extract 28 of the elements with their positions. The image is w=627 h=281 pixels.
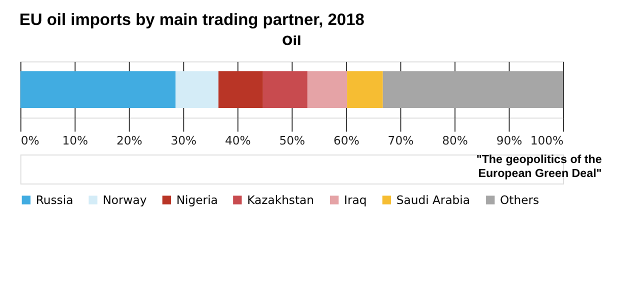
legend-label: Norway [102,192,147,207]
text: "The geopolitics of the European Green Deal" [476,153,602,180]
bar [262,71,308,108]
bar [347,71,383,108]
legend-label: Nigeria [176,192,218,207]
x-tick-label: 70% [388,133,414,148]
legend-label: Iraq [344,192,367,207]
legend-label: Saudi Arabia [396,192,470,207]
legend-label: Kazakhstan [247,192,314,207]
x-tick-label: 50% [279,133,306,148]
legend-label: Russia [36,192,74,207]
x-tick-label: 80% [442,133,468,148]
x-tick-label: 30% [170,133,197,148]
x-tick-label: 0% [20,133,40,148]
bar [20,71,176,108]
x-tick-label: 40% [225,133,251,148]
bar [307,71,348,108]
x-tick-label: 100% [530,133,564,148]
chart-subtitle: Oil [282,32,302,48]
x-tick-label: 10% [62,133,88,148]
bar [218,71,263,108]
bar [176,71,218,108]
x-tick-label: 20% [116,133,142,148]
x-tick-label: 90% [496,133,522,148]
legend-label: Others [500,192,540,207]
chart-title: EU oil imports by main trading partner, 2018 [19,11,364,30]
x-tick-label: 60% [334,133,360,148]
bar [382,71,564,108]
